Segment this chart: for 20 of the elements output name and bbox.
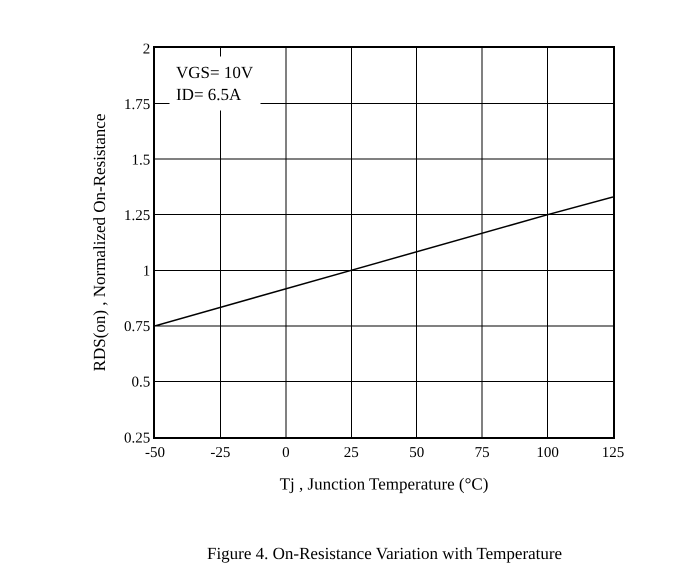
x-tick-label: -50 [145, 444, 165, 461]
y-tick-label: 0.75 [124, 319, 150, 336]
y-tick-label: 0.25 [124, 430, 150, 446]
y-tick-label: 0.5 [132, 374, 150, 391]
y-tick-label: 2 [142, 41, 150, 58]
x-tick-label: 0 [282, 444, 290, 461]
y-tick-label: 1 [142, 264, 150, 280]
x-axis-title: Tj , Junction Temperature (°C) [280, 474, 488, 494]
y-tick-label: 1.5 [132, 152, 150, 168]
y-tick-label: 1.25 [124, 208, 150, 224]
caption: Figure 4. On-Resistance Variation with Temperature [207, 544, 562, 563]
y-tick-label: 1.75 [124, 96, 150, 113]
x-tick-label: 50 [409, 444, 424, 461]
x-tick-label: 100 [536, 444, 559, 461]
y-axis-title: RDS(on) , Normalized On-Resistance [90, 114, 110, 372]
x-tick-label: -25 [210, 444, 230, 461]
x-tick-label: 25 [344, 444, 359, 461]
x-tick-label: 125 [602, 444, 624, 461]
annotation: VGS= 10V ID= 6.5A [176, 63, 254, 104]
x-tick-label: 75 [474, 444, 490, 461]
